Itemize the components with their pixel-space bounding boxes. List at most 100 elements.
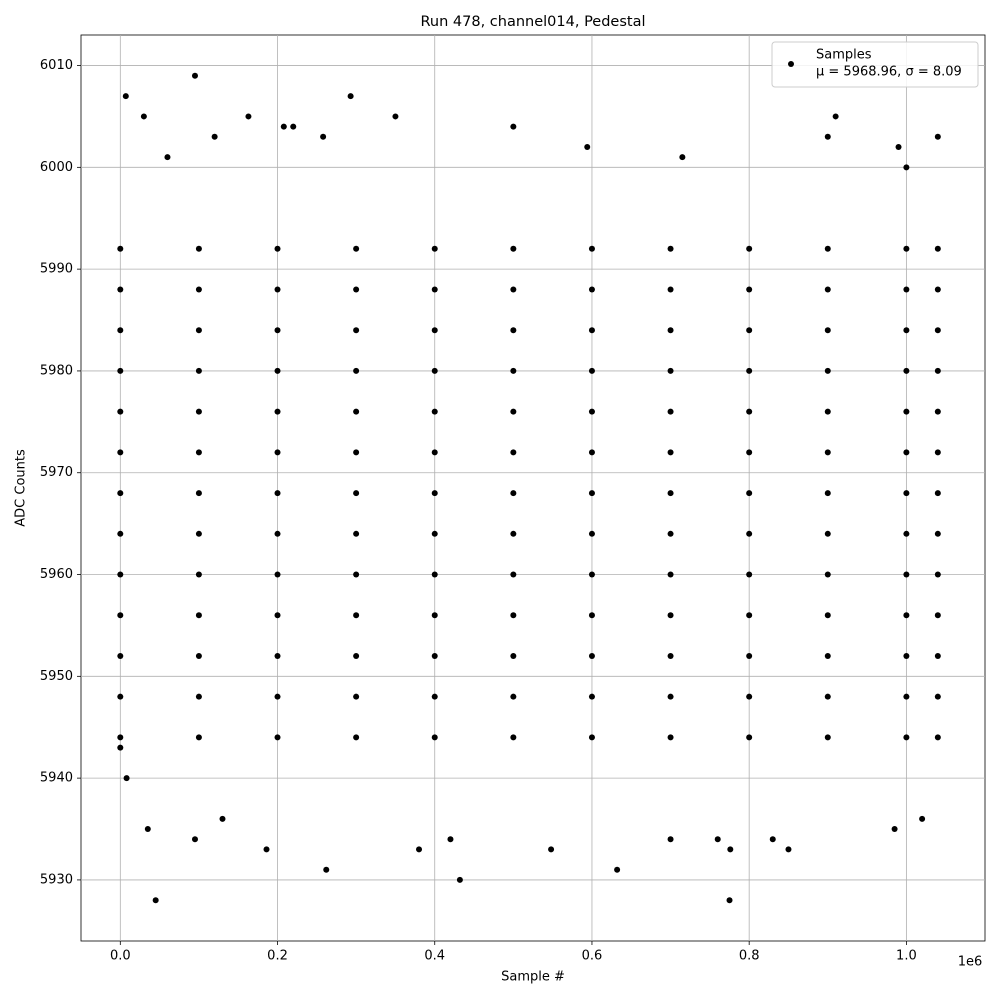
point (667, 652, 674, 659)
point (347, 93, 354, 100)
point (934, 693, 941, 700)
point (117, 327, 124, 334)
point (117, 744, 124, 751)
point (274, 327, 281, 334)
point (510, 571, 517, 578)
point (274, 449, 281, 456)
point (667, 449, 674, 456)
point (588, 693, 595, 700)
chart-title: Run 478, channel014, Pedestal (420, 14, 645, 30)
point (140, 113, 147, 120)
point (353, 571, 360, 578)
point (195, 327, 202, 334)
legend-box (771, 41, 979, 88)
point (746, 245, 753, 252)
point (123, 775, 130, 782)
plot-frame (80, 34, 986, 942)
legend-marker (788, 61, 794, 67)
point (510, 612, 517, 619)
y-tick-label: 5940 (40, 771, 73, 786)
point (746, 367, 753, 374)
point (934, 612, 941, 619)
point (263, 846, 270, 853)
point (746, 652, 753, 659)
point (274, 734, 281, 741)
legend: Samples μ = 5968.96, σ = 8.09 (771, 41, 979, 88)
x-tick-label: 0.2 (267, 949, 288, 964)
point (667, 836, 674, 843)
point (353, 449, 360, 456)
point (824, 449, 831, 456)
point (588, 652, 595, 659)
point (195, 734, 202, 741)
point (903, 449, 910, 456)
point (195, 408, 202, 415)
point (117, 490, 124, 497)
legend-label: Samples (816, 48, 872, 63)
point (588, 449, 595, 456)
point (510, 123, 517, 130)
point (667, 408, 674, 415)
y-axis-label: ADC Counts (14, 449, 29, 527)
point (245, 113, 252, 120)
point (934, 734, 941, 741)
point (919, 815, 926, 822)
point (353, 367, 360, 374)
point (614, 866, 621, 873)
point (117, 652, 124, 659)
point (746, 734, 753, 741)
point (195, 490, 202, 497)
point (824, 734, 831, 741)
point (510, 734, 517, 741)
point (903, 327, 910, 334)
point (934, 530, 941, 537)
x-axis-label: Sample # (501, 970, 565, 985)
y-tick-label: 5990 (40, 262, 73, 277)
point (824, 367, 831, 374)
x-tick-label: 0.6 (582, 949, 603, 964)
y-tick-label: 5980 (40, 363, 73, 378)
point (934, 133, 941, 140)
point (824, 693, 831, 700)
point (164, 154, 171, 161)
x-tick-label: 0.0 (110, 949, 131, 964)
point (117, 367, 124, 374)
point (195, 286, 202, 293)
point (117, 612, 124, 619)
point (903, 408, 910, 415)
point (219, 815, 226, 822)
x-tick-label: 0.8 (739, 949, 760, 964)
point (353, 612, 360, 619)
y-tick-label: 5960 (40, 567, 73, 582)
point (416, 846, 423, 853)
y-tick-label: 5950 (40, 669, 73, 684)
point (934, 408, 941, 415)
point (903, 530, 910, 537)
point (903, 612, 910, 619)
point (588, 408, 595, 415)
point (727, 846, 734, 853)
y-tick-label: 5930 (40, 872, 73, 887)
point (274, 408, 281, 415)
y-tick-label: 5970 (40, 465, 73, 480)
point (211, 133, 218, 140)
point (824, 245, 831, 252)
point (431, 693, 438, 700)
point (726, 897, 733, 904)
point (510, 286, 517, 293)
point (934, 286, 941, 293)
point (195, 530, 202, 537)
point (903, 490, 910, 497)
point (274, 245, 281, 252)
point (144, 826, 151, 833)
point (903, 286, 910, 293)
point (667, 734, 674, 741)
point (195, 612, 202, 619)
point (353, 408, 360, 415)
point (746, 490, 753, 497)
point (320, 133, 327, 140)
point (353, 286, 360, 293)
point (117, 693, 124, 700)
point (274, 571, 281, 578)
point (903, 245, 910, 252)
